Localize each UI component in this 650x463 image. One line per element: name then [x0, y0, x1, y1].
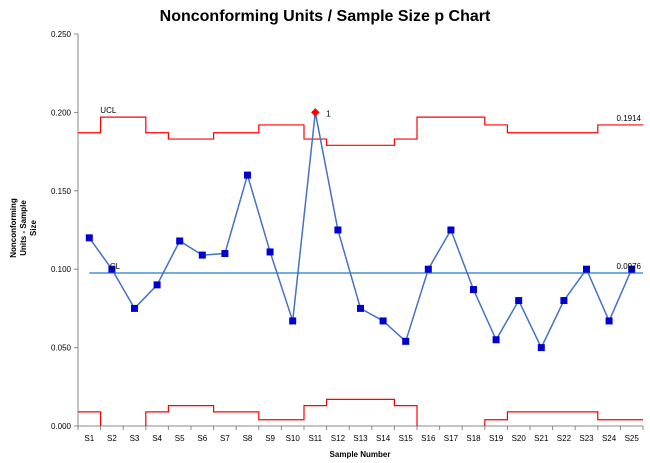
y-axis-title-line-3: Size — [29, 219, 38, 236]
data-point — [108, 265, 116, 273]
x-tick-label: S25 — [625, 434, 640, 443]
x-tick-label: S1 — [84, 434, 94, 443]
data-point — [537, 344, 545, 352]
x-tick-label: S18 — [466, 434, 481, 443]
x-tick-label: S23 — [579, 434, 594, 443]
data-point — [379, 317, 387, 325]
x-tick-label: S16 — [421, 434, 436, 443]
y-axis-title-line-2: Units - Sample — [19, 200, 28, 256]
x-tick-label: S24 — [602, 434, 617, 443]
x-tick-label: S8 — [243, 434, 253, 443]
y-tick-label: 0.100 — [51, 265, 72, 274]
data-point — [515, 297, 523, 305]
chart-title: Nonconforming Units / Sample Size p Char… — [160, 8, 491, 25]
x-tick-label: S17 — [444, 434, 459, 443]
data-point — [470, 286, 477, 294]
cl-value-label: 0.0976 — [617, 262, 642, 271]
x-tick-label: S15 — [399, 434, 414, 443]
data-point — [357, 304, 364, 312]
x-tick-label: S9 — [265, 434, 275, 443]
y-tick-label: 0.250 — [51, 30, 72, 39]
annotations: 1 UCL 0.1914 CL 0.0976 — [100, 106, 641, 271]
x-tick-label: S19 — [489, 434, 504, 443]
x-tick-label: S22 — [557, 434, 572, 443]
ucl-line — [78, 116, 643, 146]
x-tick-label: S11 — [308, 434, 322, 443]
x-tick-label: S5 — [175, 434, 185, 443]
data-point — [605, 317, 613, 325]
data-point — [402, 337, 410, 345]
x-tick-label: S6 — [197, 434, 207, 443]
data-point — [153, 281, 161, 289]
x-tick-label: S13 — [353, 434, 368, 443]
x-tick-label: S10 — [286, 434, 301, 443]
data-point — [560, 297, 568, 305]
data-point — [424, 265, 432, 273]
data-point — [447, 226, 455, 234]
data-point — [266, 248, 274, 256]
data-point — [492, 336, 500, 344]
cl-label: CL — [110, 262, 121, 271]
data-point — [289, 317, 297, 325]
ucl-value-label: 0.1914 — [617, 114, 642, 123]
out-of-control-point — [311, 108, 320, 117]
data-point — [85, 234, 93, 242]
axes: 0.000 0.050 0.100 0.150 0.200 0.250 S1 S2 S3 S4 S5… — [51, 30, 644, 443]
data-series — [85, 108, 636, 352]
x-tick-label: S4 — [152, 434, 162, 443]
series-line — [88, 112, 633, 350]
lcl-line — [78, 398, 643, 426]
y-tick-label: 0.000 — [51, 422, 72, 431]
out-of-control-label: 1 — [326, 109, 331, 118]
control-limits — [78, 116, 643, 426]
data-point — [176, 237, 184, 245]
ucl-label: UCL — [100, 106, 117, 115]
x-tick-label: S12 — [331, 434, 346, 443]
data-point — [628, 265, 636, 273]
data-point — [244, 171, 251, 179]
x-tick-label: S7 — [220, 434, 230, 443]
x-tick-label: S21 — [534, 434, 549, 443]
x-tick-label: S14 — [376, 434, 391, 443]
data-point — [198, 251, 206, 259]
x-tick-label: S3 — [130, 434, 140, 443]
data-point — [583, 265, 590, 273]
y-tick-label: 0.150 — [51, 187, 72, 196]
data-point — [334, 226, 342, 234]
data-point — [221, 250, 229, 258]
y-axis-title-line-1: Nonconforming — [9, 198, 18, 258]
y-tick-label: 0.050 — [51, 344, 72, 353]
y-tick-label: 0.200 — [51, 108, 72, 117]
x-tick-label: S2 — [107, 434, 117, 443]
data-point — [131, 304, 138, 312]
x-tick-label: S20 — [512, 434, 527, 443]
x-axis-title: Sample Number — [330, 450, 391, 459]
